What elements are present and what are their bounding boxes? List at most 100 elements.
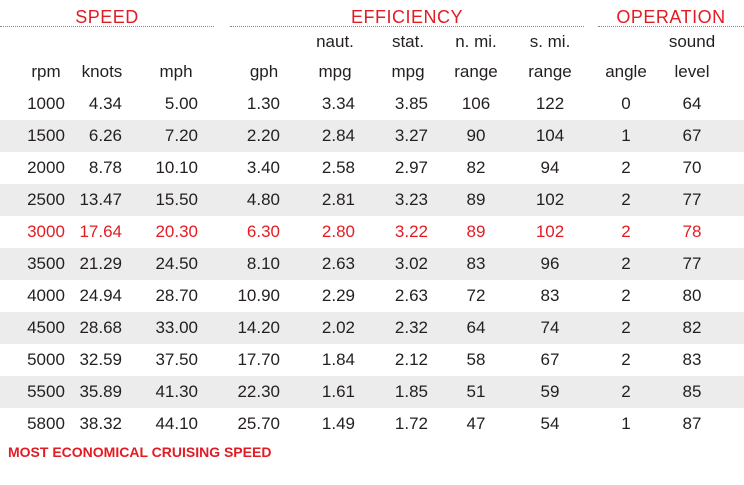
- group-header-efficiency: EFFICIENCY: [230, 6, 584, 27]
- table-cell: 96: [540, 254, 560, 273]
- table-cell: 2.97: [394, 158, 428, 177]
- table-cell: 1.85: [394, 382, 428, 401]
- table-cell: 1.72: [394, 414, 428, 433]
- table-cell: 6.30: [246, 222, 280, 241]
- table-cell: 3.22: [394, 222, 428, 241]
- table-row: 3500 21.29 24.50 8.10 2.63 3.02 83 96 2 77: [0, 248, 744, 280]
- table-cell: 41.30: [155, 382, 198, 401]
- table-cell: 80: [682, 286, 702, 305]
- table-cell: 2.20: [246, 126, 280, 145]
- table-row: 1500 6.26 7.20 2.20 2.84 3.27 90 104 1 67: [0, 120, 744, 152]
- group-header-speed: SPEED: [0, 6, 214, 27]
- table-row: 5000 32.59 37.50 17.70 1.84 2.12 58 67 2 83: [0, 344, 744, 376]
- table-cell: 78: [682, 222, 702, 241]
- table-cell: 1.49: [321, 414, 355, 433]
- table-cell: 44.10: [155, 414, 198, 433]
- table-row-highlighted: 3000 17.64 20.30 6.30 2.80 3.22 89 102 2 78: [0, 216, 744, 248]
- table-cell: 89: [466, 190, 486, 209]
- table-cell: 10.90: [237, 286, 280, 305]
- table-cell: 3.02: [394, 254, 428, 273]
- table-cell: 2: [621, 350, 631, 369]
- table-cell: 2.32: [394, 318, 428, 337]
- table-cell: 2: [621, 286, 631, 305]
- table-cell: 5800: [27, 414, 65, 433]
- table-cell: 58: [466, 350, 486, 369]
- table-row: 2000 8.78 10.10 3.40 2.58 2.97 82 94 2 70: [0, 152, 744, 184]
- table-cell: 106: [461, 94, 491, 113]
- table-cell: 38.32: [79, 414, 122, 433]
- table-cell: 10.10: [155, 158, 198, 177]
- table-cell: 59: [540, 382, 560, 401]
- group-header-operation: OPERATION: [598, 6, 744, 27]
- table-cell: 2: [621, 158, 631, 177]
- table-cell: 2.12: [394, 350, 428, 369]
- column-header-bottom: gph: [249, 62, 279, 81]
- table-cell: 1: [621, 126, 631, 145]
- table-cell: 24.50: [155, 254, 198, 273]
- table-cell: 25.70: [237, 414, 280, 433]
- table-cell: 7.20: [164, 126, 198, 145]
- table-cell: 1: [621, 414, 631, 433]
- table-cell: 35.89: [79, 382, 122, 401]
- column-header-bottom: mpg: [391, 62, 425, 81]
- table-cell: 82: [466, 158, 486, 177]
- table-cell: 2.63: [321, 254, 355, 273]
- table-cell: 102: [535, 222, 565, 241]
- column-header-bottom: range: [528, 62, 572, 81]
- table-cell: 13.47: [79, 190, 122, 209]
- table-cell: 8.10: [246, 254, 280, 273]
- table-cell: 33.00: [155, 318, 198, 337]
- table-row: 5800 38.32 44.10 25.70 1.49 1.72 47 54 1 87: [0, 408, 744, 440]
- table-cell: 1000: [27, 94, 65, 113]
- column-header-top: naut.: [316, 32, 354, 51]
- table-cell: 85: [682, 382, 702, 401]
- column-header-bottom: rpm: [31, 62, 61, 81]
- table-cell: 22.30: [237, 382, 280, 401]
- table-cell: 1.61: [321, 382, 355, 401]
- table-cell: 83: [540, 286, 560, 305]
- table-cell: 2.58: [321, 158, 355, 177]
- table-row: 5500 35.89 41.30 22.30 1.61 1.85 51 59 2 85: [0, 376, 744, 408]
- column-header-top: sound: [668, 32, 716, 51]
- table-row: 4500 28.68 33.00 14.20 2.02 2.32 64 74 2 82: [0, 312, 744, 344]
- table-cell: 21.29: [79, 254, 122, 273]
- table-cell: 2: [621, 190, 631, 209]
- table-cell: 87: [682, 414, 702, 433]
- table-row: 4000 24.94 28.70 10.90 2.29 2.63 72 83 2 80: [0, 280, 744, 312]
- table-cell: 37.50: [155, 350, 198, 369]
- table-cell: 0: [621, 94, 631, 113]
- table-cell: 8.78: [88, 158, 122, 177]
- table-cell: 3.85: [394, 94, 428, 113]
- table-cell: 54: [540, 414, 560, 433]
- table-cell: 3.40: [246, 158, 280, 177]
- column-header-bottom: mph: [159, 62, 193, 81]
- table-cell: 2: [621, 254, 631, 273]
- table-cell: 3.27: [394, 126, 428, 145]
- table-cell: 2.80: [321, 222, 355, 241]
- table-cell: 3.23: [394, 190, 428, 209]
- table-cell: 102: [535, 190, 565, 209]
- column-header-bottom: level: [674, 62, 710, 81]
- table-cell: 90: [466, 126, 486, 145]
- table-cell: 2: [621, 318, 631, 337]
- table-cell: 51: [466, 382, 486, 401]
- table-cell: 4.34: [88, 94, 122, 113]
- table-cell: 2500: [27, 190, 65, 209]
- column-header-top: n. mi.: [455, 32, 497, 51]
- table-cell: 17.64: [79, 222, 122, 241]
- table-cell: 17.70: [237, 350, 280, 369]
- table-cell: 47: [466, 414, 486, 433]
- column-header-top: s. mi.: [529, 32, 571, 51]
- table-cell: 2.63: [394, 286, 428, 305]
- column-header-bottom: angle: [605, 62, 647, 81]
- column-header-bottom: mpg: [318, 62, 352, 81]
- table-cell: 1.84: [321, 350, 355, 369]
- table-cell: 2.84: [321, 126, 355, 145]
- table-cell: 4.80: [246, 190, 280, 209]
- table-cell: 77: [682, 190, 702, 209]
- table-cell: 72: [466, 286, 486, 305]
- table-cell: 15.50: [155, 190, 198, 209]
- table-cell: 14.20: [237, 318, 280, 337]
- table-cell: 4500: [27, 318, 65, 337]
- column-header-top: stat.: [391, 32, 425, 51]
